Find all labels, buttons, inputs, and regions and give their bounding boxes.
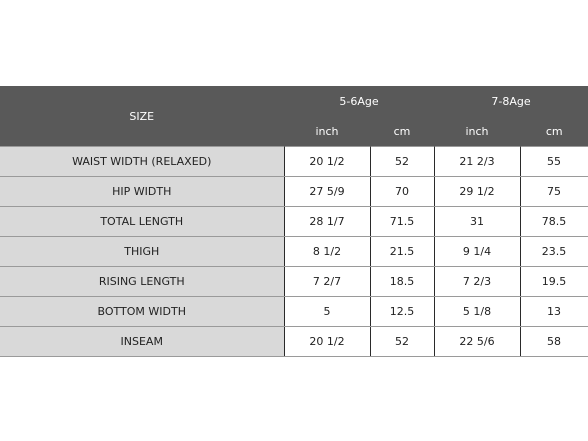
header-row-groups: SIZE 5-6Age 7-8Age (0, 86, 588, 147)
table-cell: 8 1/2 (283, 236, 370, 267)
header-unit-label: cm (519, 116, 588, 147)
table-cell: 12.5 (369, 296, 434, 327)
row-label: BOTTOM WIDTH (0, 296, 285, 327)
table-header: SIZE 5-6Age 7-8Age inch cm inch cm (0, 86, 588, 147)
table-cell: 78.5 (519, 206, 588, 237)
table-row: RISING LENGTH 7 2/7 18.5 7 2/3 19.5 (0, 266, 588, 297)
header-row-units: inch cm inch cm (0, 116, 588, 147)
table-cell: 5 (283, 296, 370, 327)
table-cell: 55 (519, 146, 588, 177)
table-cell: 58 (519, 326, 588, 357)
table-row: THIGH 8 1/2 21.5 9 1/4 23.5 (0, 236, 588, 267)
table-cell: 21.5 (369, 236, 434, 267)
row-label: TOTAL LENGTH (0, 206, 285, 237)
table-cell: 71.5 (369, 206, 434, 237)
table-row: WAIST WIDTH (RELAXED) 20 1/2 52 21 2/3 5… (0, 146, 588, 177)
size-chart-table: SIZE 5-6Age 7-8Age inch cm inch cm WAIST… (0, 86, 588, 357)
row-label: RISING LENGTH (0, 266, 285, 297)
table-cell: 21 2/3 (433, 146, 520, 177)
table-cell: 7 2/7 (283, 266, 370, 297)
table-cell: 28 1/7 (283, 206, 370, 237)
table-cell: 22 5/6 (433, 326, 520, 357)
table-cell: 31 (433, 206, 520, 237)
row-label: HIP WIDTH (0, 176, 285, 207)
table-row: INSEAM 20 1/2 52 22 5/6 58 (0, 326, 588, 357)
table-row: BOTTOM WIDTH 5 12.5 5 1/8 13 (0, 296, 588, 327)
table-cell: 29 1/2 (433, 176, 520, 207)
table-cell: 70 (369, 176, 434, 207)
table-cell: 7 2/3 (433, 266, 520, 297)
row-label: THIGH (0, 236, 285, 267)
row-label: WAIST WIDTH (RELAXED) (0, 146, 285, 177)
header-size-label: SIZE (0, 86, 284, 147)
table-cell: 18.5 (369, 266, 434, 297)
table-cell: 19.5 (519, 266, 588, 297)
table-cell: 75 (519, 176, 588, 207)
table-row: TOTAL LENGTH 28 1/7 71.5 31 78.5 (0, 206, 588, 237)
table-cell: 52 (369, 146, 434, 177)
header-unit-label: inch (283, 116, 370, 147)
header-unit-label: inch (433, 116, 520, 147)
table-cell: 52 (369, 326, 434, 357)
header-unit-label: cm (369, 116, 434, 147)
table-cell: 27 5/9 (283, 176, 370, 207)
table-cell: 9 1/4 (433, 236, 520, 267)
table-cell: 23.5 (519, 236, 588, 267)
table-body: WAIST WIDTH (RELAXED) 20 1/2 52 21 2/3 5… (0, 146, 588, 357)
header-group-label: 5-6Age (284, 86, 434, 116)
table-cell: 20 1/2 (283, 326, 370, 357)
table-cell: 20 1/2 (283, 146, 370, 177)
table-cell: 5 1/8 (433, 296, 520, 327)
header-group-label: 7-8Age (434, 86, 588, 116)
row-label: INSEAM (0, 326, 285, 357)
table-row: HIP WIDTH 27 5/9 70 29 1/2 75 (0, 176, 588, 207)
table-cell: 13 (519, 296, 588, 327)
